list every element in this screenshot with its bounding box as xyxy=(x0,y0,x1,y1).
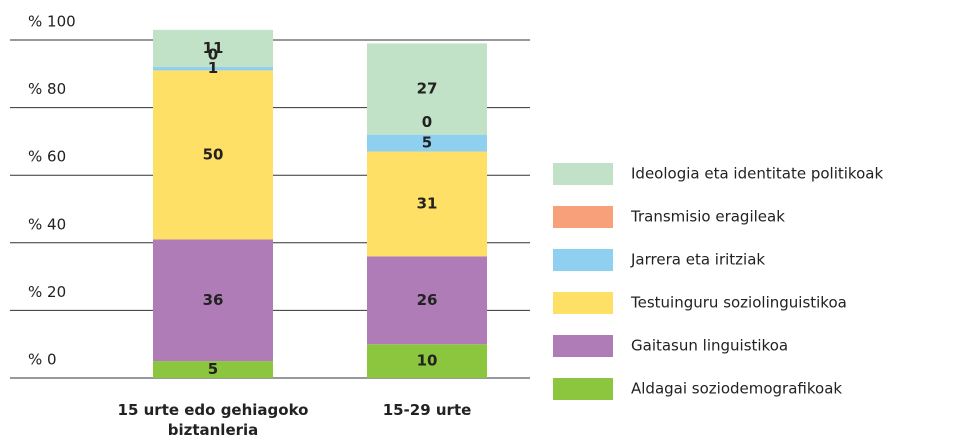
bar-segment xyxy=(153,67,273,71)
data-label: 0 xyxy=(208,46,218,64)
legend-label: Transmisio eragileak xyxy=(630,208,785,226)
y-tick-label: % 40 xyxy=(28,215,66,233)
legend-label: Jarrera eta iritziak xyxy=(630,251,765,269)
data-label: 1 xyxy=(208,59,218,77)
y-tick-label: % 20 xyxy=(28,283,66,301)
bar-segment xyxy=(153,70,273,240)
data-label: 11 xyxy=(203,39,224,57)
data-label: 31 xyxy=(417,194,438,212)
bar-segment xyxy=(153,361,273,378)
data-label: 26 xyxy=(417,291,438,309)
x-tick-label: 15-29 urte xyxy=(382,401,472,419)
data-label: 0 xyxy=(422,113,432,131)
bar-segment xyxy=(367,344,487,378)
bar-segment xyxy=(367,151,487,257)
bar-segment xyxy=(367,256,487,345)
data-label: 5 xyxy=(422,134,432,152)
x-tick-label: 15 urte edo gehiagoko biztanleria xyxy=(117,401,309,439)
data-label: 36 xyxy=(203,291,224,309)
legend-label: Testuinguru soziolinguistikoa xyxy=(630,294,847,312)
legend-label: Gaitasun linguistikoa xyxy=(631,337,788,355)
legend-label: Ideologia eta identitate politikoak xyxy=(631,165,883,183)
data-label: 50 xyxy=(203,145,224,163)
legend-swatch xyxy=(553,335,613,357)
data-label: 10 xyxy=(417,352,438,370)
legend-swatch xyxy=(553,378,613,400)
legend-swatch xyxy=(553,292,613,314)
legend-label: Aldagai soziodemografikoak xyxy=(631,380,842,398)
y-tick-label: % 60 xyxy=(28,148,66,166)
bar-segment xyxy=(367,43,487,135)
bar-segment xyxy=(153,29,273,68)
y-tick-label: % 0 xyxy=(28,351,57,369)
y-tick-label: % 100 xyxy=(28,13,76,31)
legend-swatch xyxy=(553,249,613,271)
y-tick-label: % 80 xyxy=(28,80,66,98)
legend-swatch xyxy=(553,206,613,228)
bar-segment xyxy=(367,134,487,152)
legend-swatch xyxy=(553,163,613,185)
data-label: 5 xyxy=(208,360,218,378)
bar-segment xyxy=(153,239,273,362)
data-label: 27 xyxy=(417,80,438,98)
